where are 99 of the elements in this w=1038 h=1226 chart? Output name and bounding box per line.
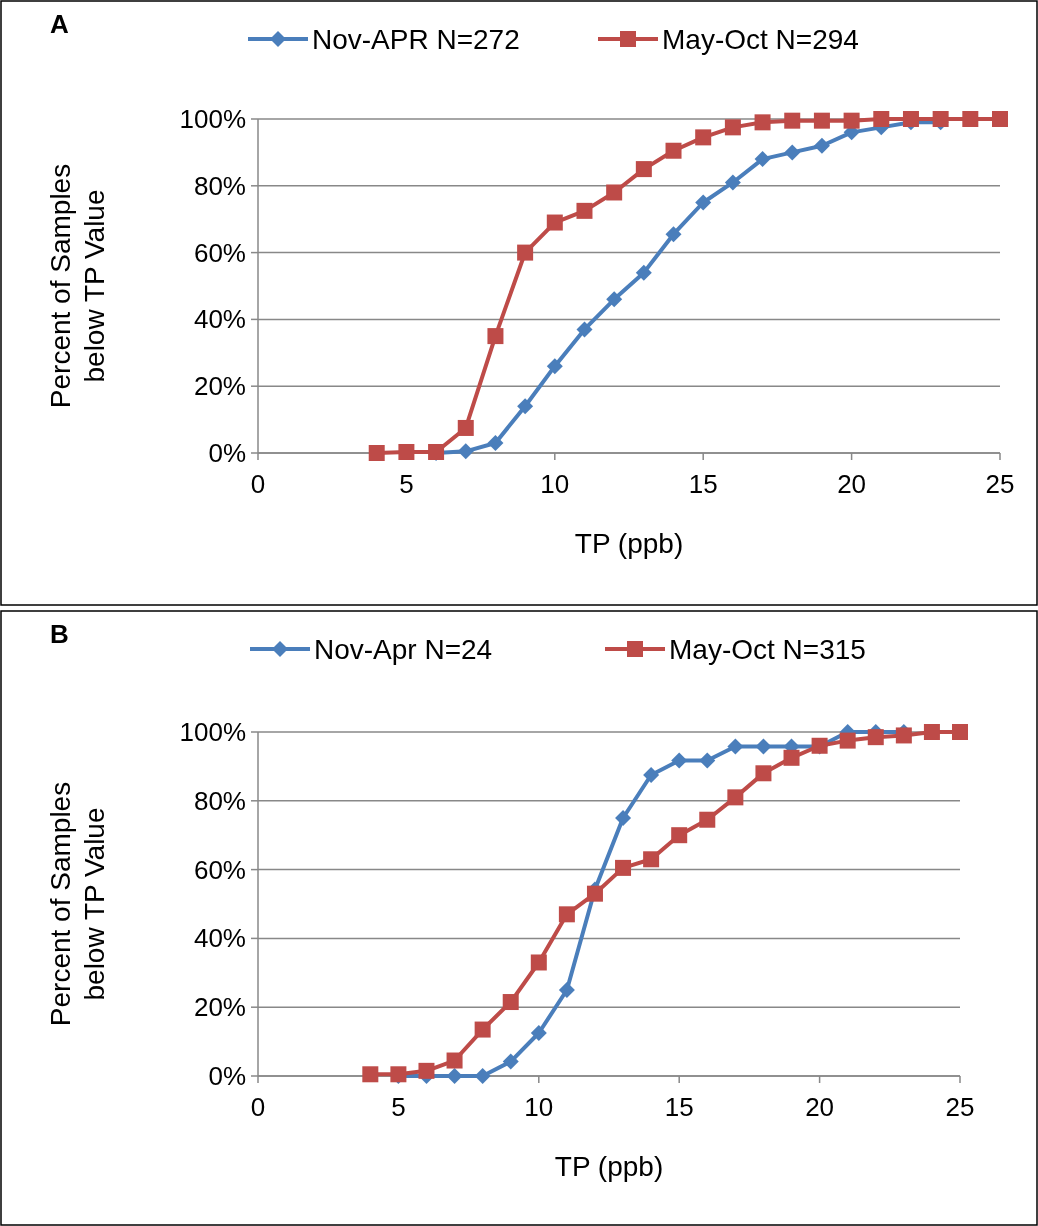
y-tick-label: 0% xyxy=(208,438,246,468)
point xyxy=(665,226,682,243)
y-tick-label: 80% xyxy=(193,785,246,816)
point xyxy=(546,358,563,375)
x-tick-label: 15 xyxy=(688,469,718,499)
point xyxy=(952,724,968,740)
y-tick-label: 60% xyxy=(193,854,246,885)
point xyxy=(446,1052,463,1069)
point xyxy=(695,129,712,146)
point xyxy=(962,111,979,127)
x-tick-label: 25 xyxy=(985,469,1015,499)
point xyxy=(755,765,772,782)
point xyxy=(487,328,504,345)
point xyxy=(606,184,623,201)
y-tick-label: 100% xyxy=(179,104,246,134)
y-tick-label: 0% xyxy=(208,1061,246,1091)
point xyxy=(615,859,632,876)
point xyxy=(923,724,940,740)
legend-label: May-Oct N=315 xyxy=(669,634,866,665)
point xyxy=(665,142,682,159)
point xyxy=(546,214,563,231)
y-tick-label: 40% xyxy=(193,304,246,335)
point xyxy=(992,111,1008,127)
y-tick-label: 60% xyxy=(193,237,246,268)
chart-title: A xyxy=(50,9,69,39)
point xyxy=(558,906,575,923)
point xyxy=(502,1053,519,1070)
x-tick-label: 5 xyxy=(399,469,414,499)
point xyxy=(727,738,744,755)
legend-label: Nov-Apr N=24 xyxy=(314,634,493,665)
point xyxy=(699,752,716,769)
y-tick-label: 100% xyxy=(179,717,246,747)
point xyxy=(895,727,912,744)
point xyxy=(362,1066,379,1083)
point xyxy=(558,982,575,998)
x-tick-label: 0 xyxy=(250,1092,266,1122)
point xyxy=(643,767,660,783)
x-tick-label: 5 xyxy=(391,1092,406,1122)
point xyxy=(724,119,741,136)
point xyxy=(902,111,919,127)
point xyxy=(530,954,547,971)
point xyxy=(457,443,474,460)
point xyxy=(487,434,504,451)
point xyxy=(754,151,771,168)
point xyxy=(755,738,772,755)
point xyxy=(586,885,603,902)
point xyxy=(843,112,860,129)
point xyxy=(615,810,632,826)
point xyxy=(398,444,415,460)
point xyxy=(873,111,890,127)
x-axis-title: TP (ppb) xyxy=(574,528,684,559)
chart-title: B xyxy=(50,619,69,649)
x-tick-label: 15 xyxy=(664,1092,694,1122)
x-tick-label: 20 xyxy=(805,1092,835,1122)
point xyxy=(724,174,741,191)
point xyxy=(474,1021,491,1038)
point xyxy=(839,732,856,749)
y-tick-label: 80% xyxy=(193,170,246,201)
point xyxy=(727,789,744,806)
point xyxy=(635,161,652,178)
point xyxy=(932,111,949,127)
y-axis-title: Percent of Samples below TP Value xyxy=(45,163,110,409)
point xyxy=(530,1025,547,1041)
x-tick-label: 25 xyxy=(945,1092,975,1122)
x-axis-title: TP (ppb) xyxy=(554,1151,664,1182)
point xyxy=(867,729,884,746)
legend-label: Nov-APR N=272 xyxy=(312,24,520,55)
point xyxy=(502,994,519,1011)
point xyxy=(457,419,474,436)
x-tick-label: 0 xyxy=(250,469,266,499)
point xyxy=(784,112,801,129)
x-tick-label: 20 xyxy=(837,469,867,499)
point xyxy=(517,244,534,261)
point xyxy=(368,445,385,461)
point xyxy=(446,1068,463,1084)
x-tick-label: 10 xyxy=(540,469,570,499)
point xyxy=(813,137,830,154)
point xyxy=(754,114,771,131)
point xyxy=(671,752,688,769)
point xyxy=(699,811,716,828)
point xyxy=(576,202,593,219)
y-axis-title: Percent of Samples below TP Value xyxy=(45,781,110,1027)
point xyxy=(643,851,660,868)
point xyxy=(474,1068,491,1084)
point xyxy=(783,749,800,766)
point xyxy=(635,264,652,281)
point xyxy=(517,398,534,415)
legend-label: May-Oct N=294 xyxy=(662,24,859,55)
y-tick-label: 40% xyxy=(193,923,246,954)
point xyxy=(695,194,712,211)
point xyxy=(784,144,801,161)
y-tick-label: 20% xyxy=(193,371,246,402)
y-tick-label: 20% xyxy=(193,992,246,1023)
point xyxy=(606,291,623,308)
point xyxy=(576,321,593,338)
point xyxy=(418,1062,435,1079)
x-tick-label: 10 xyxy=(524,1092,554,1122)
point xyxy=(671,827,688,844)
point xyxy=(813,112,830,129)
